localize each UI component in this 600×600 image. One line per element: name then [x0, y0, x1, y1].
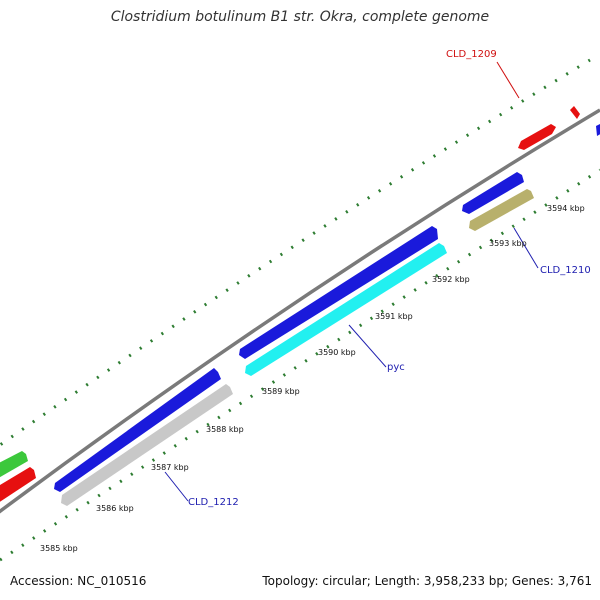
kbp-label-3587: 3587 kbp [151, 463, 189, 472]
inner-tick-ring [0, 168, 600, 562]
red-small-arrow [570, 106, 580, 119]
red-gene-top [518, 124, 556, 150]
kbp-label-3589: 3589 kbp [262, 387, 300, 396]
leader-cld-1209 [496, 61, 520, 99]
red-gene-left [0, 467, 36, 502]
kbp-label-3592: 3592 kbp [432, 275, 470, 284]
cyan-pyc-gene [245, 243, 447, 376]
blue-edge-gene [596, 124, 600, 136]
gene-label-cld-1212: CLD_1212 [188, 497, 239, 508]
leader-cld-1210 [513, 227, 539, 269]
leader-cld-1212 [164, 471, 189, 502]
blue-long-gene-2 [54, 368, 221, 492]
blue-long-gene-1 [239, 226, 438, 359]
kbp-label-3593: 3593 kbp [489, 239, 527, 248]
gene-label-cld-1210: CLD_1210 [540, 265, 591, 276]
olive-gene [469, 189, 534, 231]
kbp-label-3585: 3585 kbp [40, 544, 78, 553]
genome-backbone [0, 108, 600, 514]
gene-label-pyc: pyc [387, 362, 405, 373]
kbp-label-3588: 3588 kbp [206, 425, 244, 434]
kbp-label-3594: 3594 kbp [547, 204, 585, 213]
blue-short-gene [462, 172, 524, 214]
gray-gene [61, 384, 233, 506]
accession-label: Accession: NC_010516 [10, 574, 147, 588]
green-gene [0, 451, 28, 478]
gene-label-cld-1209: CLD_1209 [446, 49, 497, 60]
genome-title: Clostridium botulinum B1 str. Okra, comp… [110, 9, 490, 25]
kbp-label-3586: 3586 kbp [96, 504, 134, 513]
kbp-label-3591: 3591 kbp [375, 312, 413, 321]
genome-summary: Topology: circular; Length: 3,958,233 bp… [262, 574, 592, 588]
kbp-label-3590: 3590 kbp [318, 348, 356, 357]
leader-pyc [348, 324, 387, 368]
